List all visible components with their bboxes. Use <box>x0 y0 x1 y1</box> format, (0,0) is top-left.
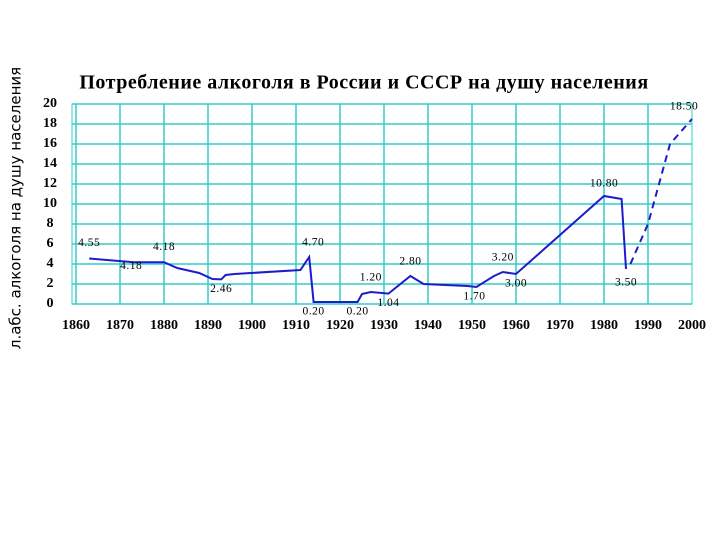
y-tick-label: 20 <box>43 96 57 111</box>
x-tick-label: 2000 <box>678 318 706 333</box>
data-label: 0.20 <box>303 306 325 318</box>
data-label: 10.80 <box>590 178 618 190</box>
data-label: 3.00 <box>505 278 527 290</box>
y-tick-label: 14 <box>43 156 57 171</box>
data-label: 1.04 <box>377 297 399 309</box>
x-tick-label: 1860 <box>62 318 90 333</box>
data-label: 4.55 <box>78 237 100 249</box>
data-label: 1.20 <box>360 272 382 284</box>
y-tick-label: 16 <box>43 136 57 151</box>
data-label: 2.46 <box>210 283 232 295</box>
y-tick-label: 2 <box>47 276 54 291</box>
data-label: 3.50 <box>615 277 637 289</box>
data-label: 2.80 <box>399 256 421 268</box>
y-tick-label: 0 <box>47 296 54 311</box>
x-tick-label: 1890 <box>194 318 222 333</box>
y-tick-label: 12 <box>43 176 57 191</box>
data-label: 3.20 <box>492 252 514 264</box>
x-tick-label: 1960 <box>502 318 530 333</box>
x-tick-label: 1970 <box>546 318 574 333</box>
y-tick-label: 10 <box>43 196 57 211</box>
data-label: 4.18 <box>120 260 142 272</box>
x-tick-label: 1880 <box>150 318 178 333</box>
x-tick-label: 1990 <box>634 318 662 333</box>
x-tick-label: 1910 <box>282 318 310 333</box>
data-line <box>89 194 627 303</box>
y-axis-label: л.абс. алкоголя на душу населения <box>7 67 25 349</box>
y-tick-label: 18 <box>43 116 57 131</box>
data-label: 4.70 <box>302 237 324 249</box>
x-tick-label: 1870 <box>106 318 134 333</box>
x-tick-label: 1980 <box>590 318 618 333</box>
x-tick-label: 1920 <box>326 318 354 333</box>
data-line <box>629 118 693 265</box>
x-tick-label: 1900 <box>238 318 266 333</box>
data-label: 1.70 <box>463 291 485 303</box>
data-label: 0.20 <box>347 306 369 318</box>
y-tick-label: 6 <box>47 236 54 251</box>
chart-title: Потребление алкоголя в России и СССР на … <box>79 72 648 94</box>
x-tick-label: 1930 <box>370 318 398 333</box>
data-label: 4.18 <box>153 241 175 253</box>
x-tick-label: 1950 <box>458 318 486 333</box>
y-tick-label: 4 <box>47 256 54 271</box>
data-label: 18.50 <box>670 101 698 113</box>
x-tick-label: 1940 <box>414 318 442 333</box>
y-tick-label: 8 <box>47 216 54 231</box>
